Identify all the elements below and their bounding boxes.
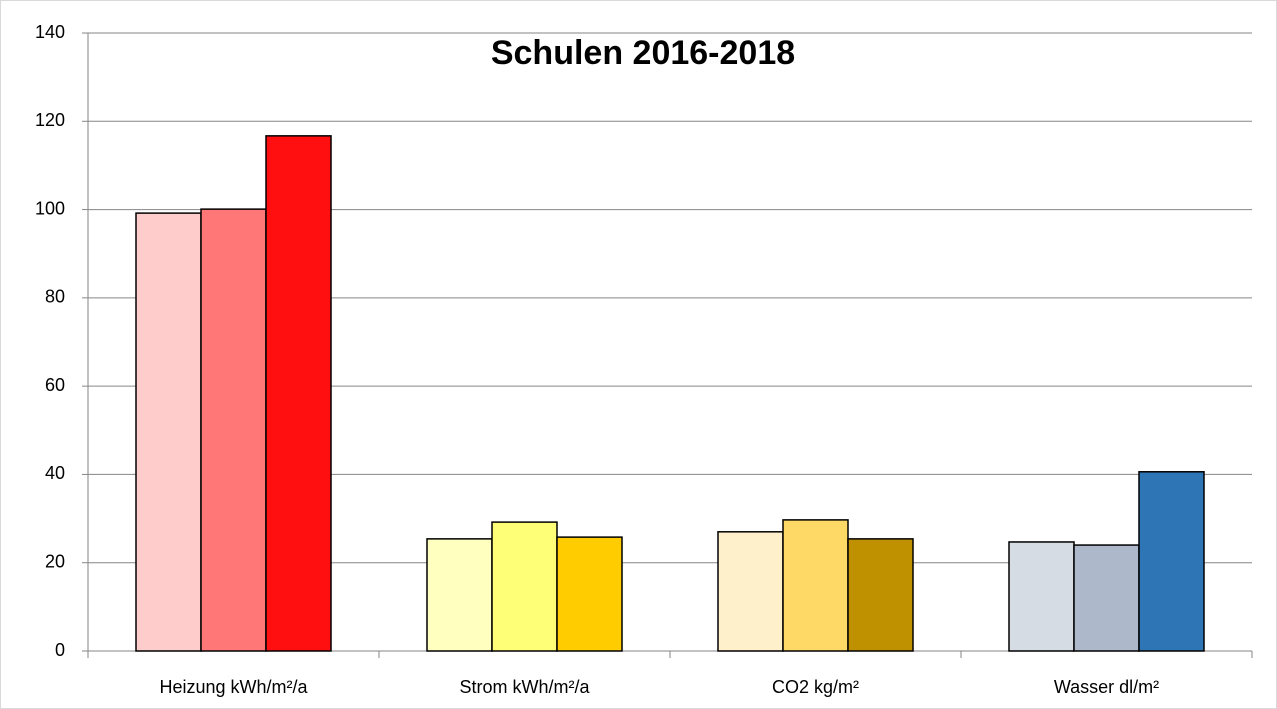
- bar: [426, 538, 493, 652]
- y-tick-label: 20: [45, 551, 65, 571]
- bar: [491, 521, 558, 652]
- y-tick-label: 40: [45, 463, 65, 483]
- y-tick-label: 60: [45, 375, 65, 395]
- bar: [1008, 541, 1075, 652]
- y-tick-label: 80: [45, 287, 65, 307]
- y-tick-label: 0: [55, 640, 65, 660]
- bar: [717, 531, 784, 652]
- bar: [782, 519, 849, 652]
- x-tick-label: Heizung kWh/m²/a: [159, 677, 308, 697]
- y-tick-label: 120: [35, 110, 65, 130]
- x-tick-label: Strom kWh/m²/a: [459, 677, 590, 697]
- bar: [200, 208, 267, 652]
- bar: [265, 135, 332, 652]
- x-tick-label: CO2 kg/m²: [772, 677, 859, 697]
- bar: [847, 538, 914, 652]
- bar: [556, 536, 623, 652]
- y-tick-label: 100: [35, 198, 65, 218]
- bar: [1138, 471, 1205, 652]
- chart-title: Schulen 2016-2018: [491, 34, 795, 72]
- bar: [1073, 544, 1140, 652]
- x-tick-label: Wasser dl/m²: [1054, 677, 1159, 697]
- bar: [135, 212, 202, 652]
- y-tick-label: 140: [35, 22, 65, 42]
